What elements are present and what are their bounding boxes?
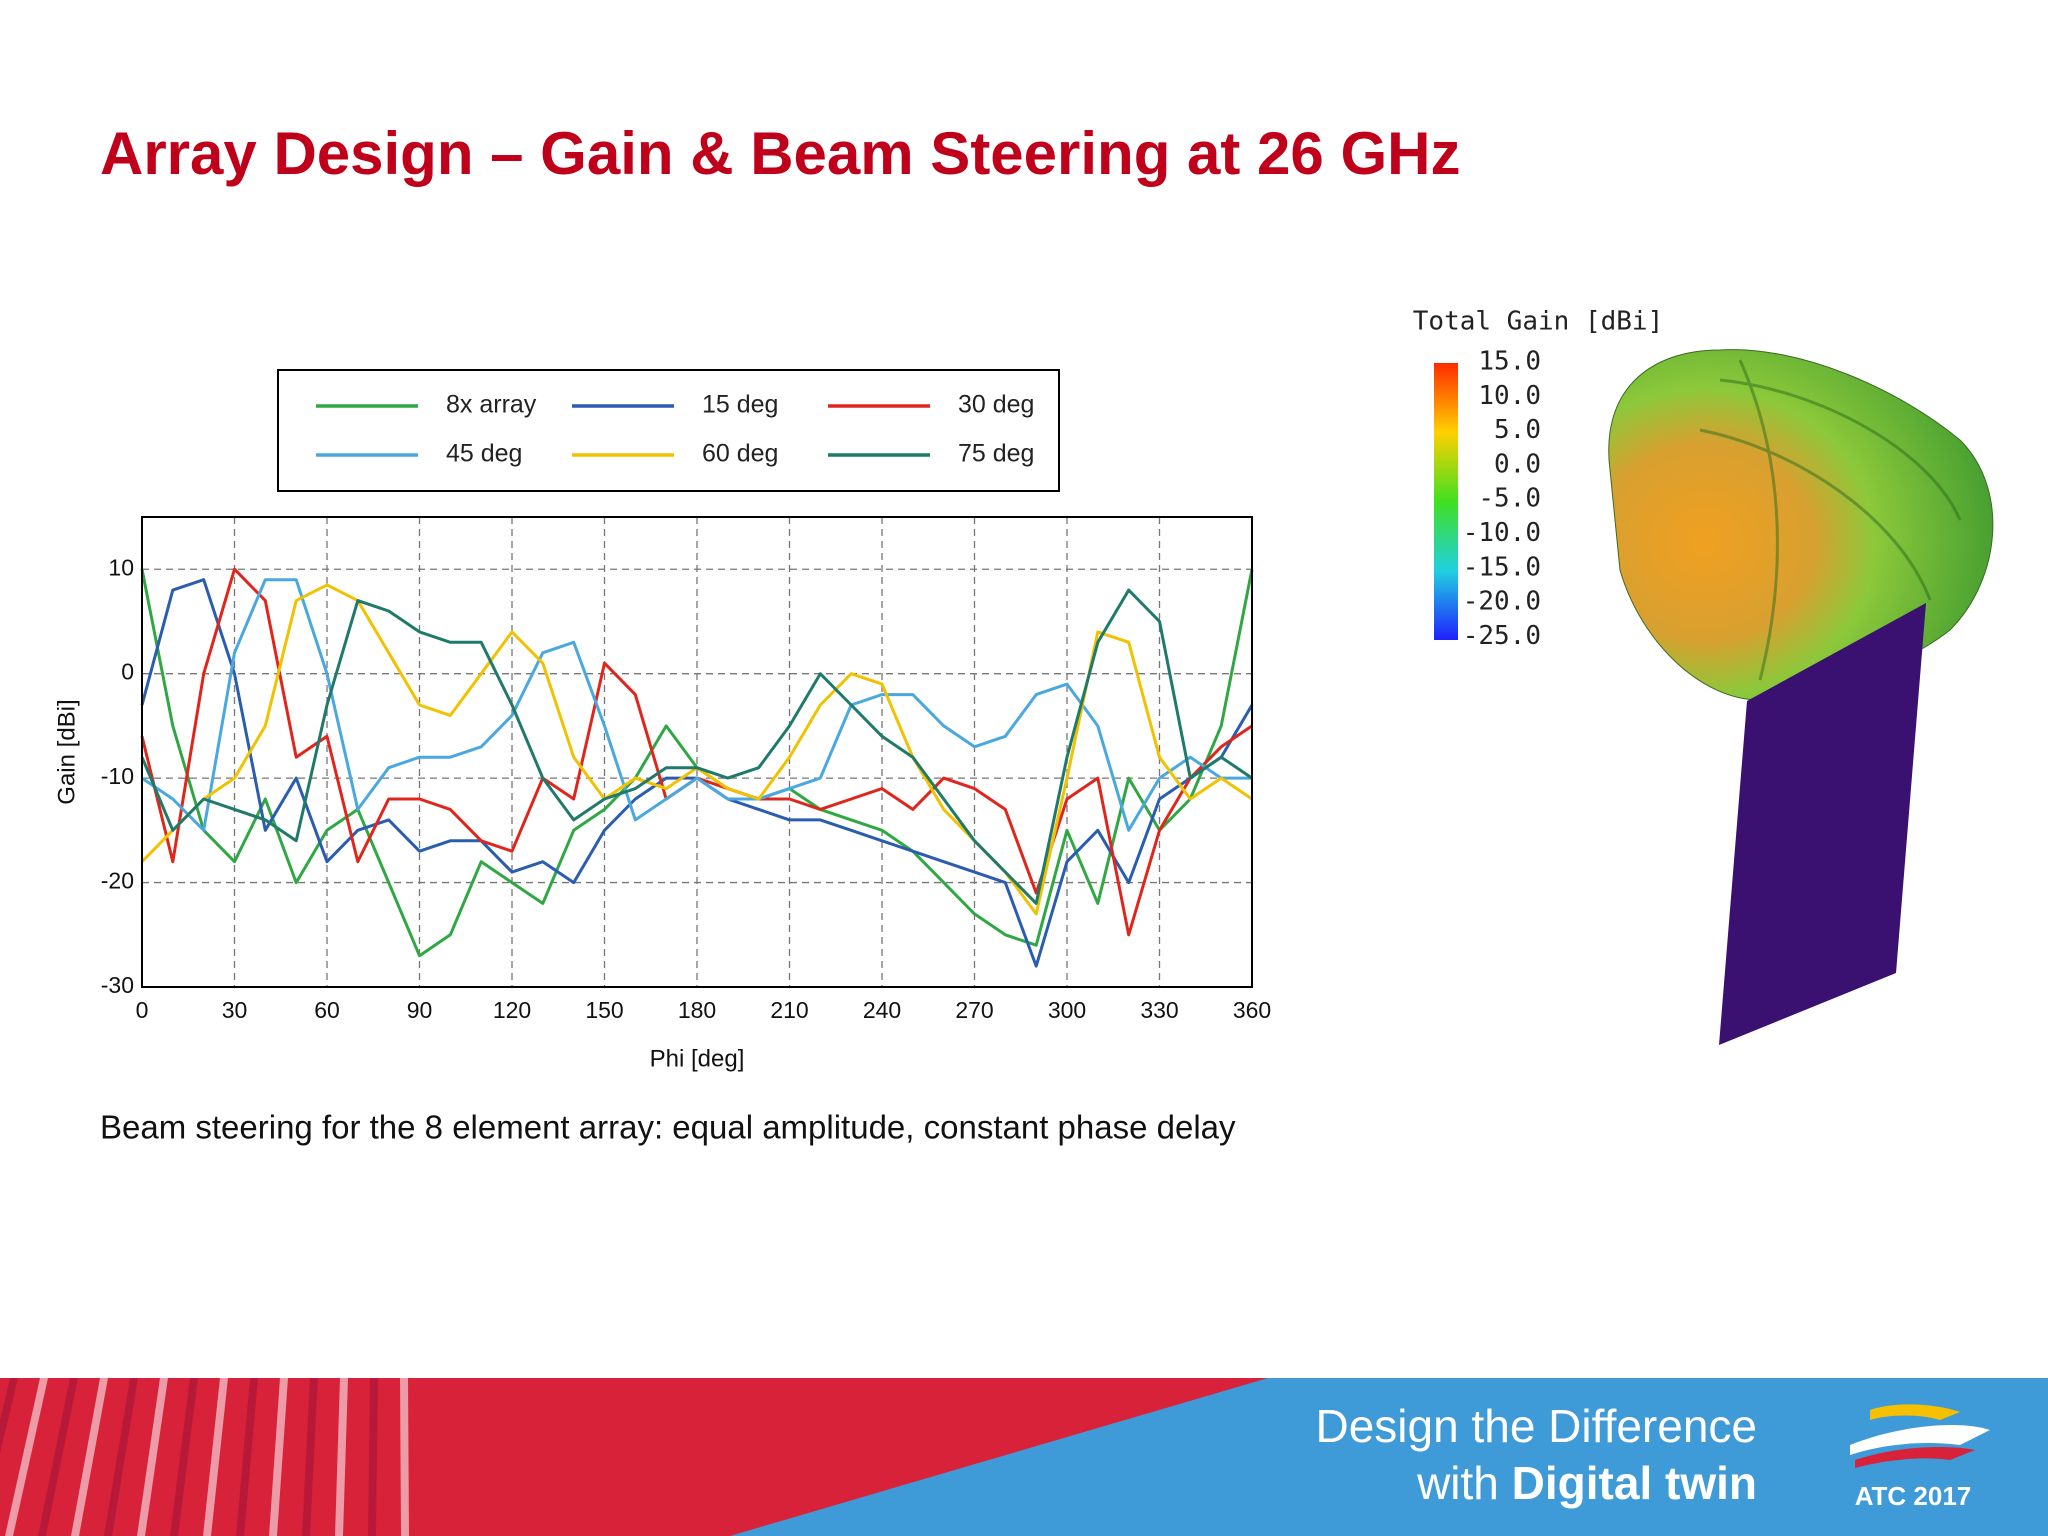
x-axis-label: Phi [deg] [650,1045,745,1072]
colorbar-title: Total Gain [dBi] [1413,307,1663,337]
legend-box [277,369,1060,492]
x-tick-label: 180 [678,997,716,1023]
x-tick-label: 30 [222,997,248,1023]
footer-line2: with Digital twin [1416,1457,1757,1509]
y-axis-label: Gain [dBi] [53,699,80,804]
y-tick-label: -20 [101,868,134,894]
colorbar-label: -25.0 [1463,621,1541,651]
colorbar [1434,363,1458,640]
y-tick-label: -30 [101,972,134,998]
y-tick-label: 10 [108,554,134,580]
line-chart: -30 -20 -10 0 10 0 30 60 90 120 150 180 210 240 270 300… [53,391,1271,1073]
logo-swoosh-yellow [1870,1404,1960,1420]
x-tick-label: 90 [407,997,433,1023]
stripe [368,1378,378,1536]
colorbar-label: 5.0 [1494,415,1541,445]
colorbar-label: -15.0 [1463,552,1541,582]
footer-stripes [0,1378,409,1536]
logo-swoosh-red [1855,1447,1975,1468]
legend-label: 30 deg [958,391,1034,419]
colorbar-label: 0.0 [1494,449,1541,479]
stripe [400,1378,409,1536]
footer-line1: Design the Difference [1315,1400,1757,1452]
x-tick-label: 330 [1140,997,1178,1023]
x-tick-label: 150 [585,997,623,1023]
x-tick-label: 240 [863,997,901,1023]
x-tick-label: 60 [314,997,340,1023]
logo-swoosh-white [1850,1425,1990,1455]
legend-label: 75 deg [958,440,1034,468]
stripe [38,1378,78,1536]
x-tick-label: 270 [955,997,993,1023]
footer-red [0,1378,1268,1536]
stripe [71,1378,108,1536]
stripe [104,1378,138,1536]
logo-text: ATC 2017 [1855,1481,1972,1511]
series-line [140,588,1253,905]
colorbar-label: -20.0 [1463,587,1541,617]
colorbar-labels: 15.0 10.0 5.0 0.0 -5.0 -10.0 -15.0 -20.0 -25.0 [1463,347,1541,651]
x-tick-label: 120 [493,997,531,1023]
x-tick-label: 0 [136,997,149,1023]
colorbar-label: -5.0 [1478,484,1541,514]
stripe [335,1378,348,1536]
colorbar-label: -10.0 [1463,518,1541,548]
series-line [141,578,1252,832]
footer-line2-a: with [1416,1457,1499,1509]
stripe [170,1378,198,1536]
caption: Beam steering for the 8 element array: e… [100,1109,1236,1146]
array-board [1719,603,1926,1045]
pattern-ridges [1699,359,1962,681]
stripe [302,1378,318,1536]
slide-title: Array Design – Gain & Beam Steering at 2… [100,120,1460,187]
stripe [203,1378,228,1536]
stripe [5,1378,48,1536]
plot-frame [141,516,1253,988]
x-tick-label: 360 [1233,997,1271,1023]
stripe [269,1378,288,1536]
legend-label: 60 deg [702,440,778,468]
y-tick-label: 0 [121,659,134,685]
x-tick-label: 210 [770,997,808,1023]
colorbar-label: 10.0 [1478,381,1541,411]
gain-pattern-3d [1608,349,1994,701]
colorbar-label: 15.0 [1478,347,1541,377]
x-tick-label: 300 [1048,997,1086,1023]
legend-label: 15 deg [702,391,778,419]
y-tick-label: -10 [101,763,134,789]
stripe [137,1378,168,1536]
stripe [0,1378,18,1453]
stripe [236,1378,258,1536]
footer-line2-b: Digital twin [1512,1457,1757,1509]
legend-label: 8x array [446,391,537,419]
legend-label: 45 deg [446,440,522,468]
